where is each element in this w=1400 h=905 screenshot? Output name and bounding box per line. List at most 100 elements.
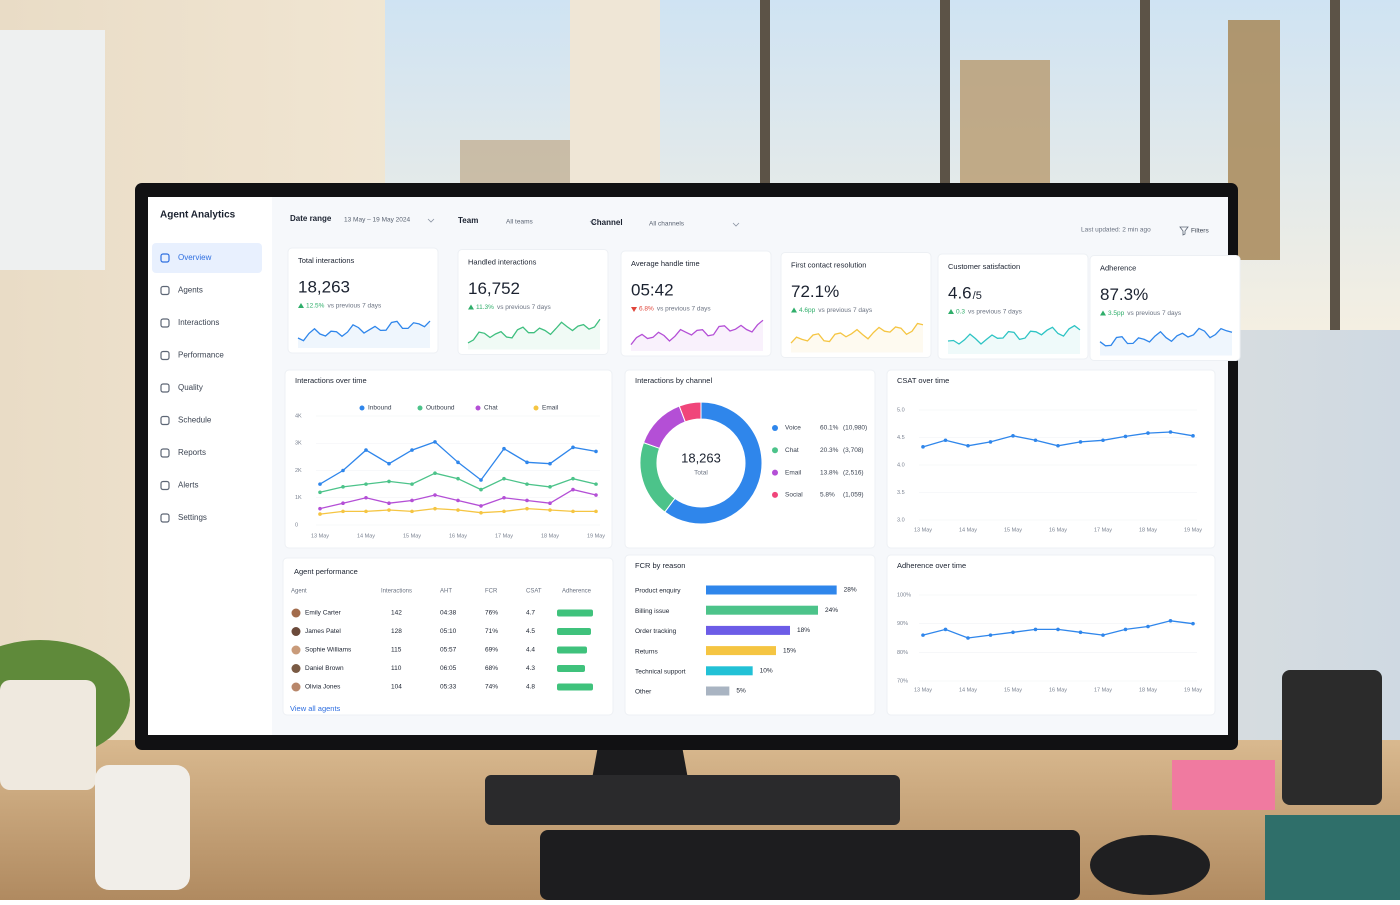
dropdown-caret [732, 222, 740, 227]
y-tick-label: 4.0 [897, 462, 905, 468]
kpi-label: Total interactions [298, 256, 355, 265]
point [410, 482, 414, 486]
point [1168, 430, 1173, 434]
point [1146, 431, 1150, 435]
nav-icon [160, 480, 170, 491]
sparkline-area [948, 325, 1080, 354]
legend-swatch [417, 405, 423, 411]
legend-swatch [475, 405, 481, 411]
x-tick-label: 19 May [1184, 687, 1202, 693]
nav-item[interactable]: Reports [178, 448, 206, 457]
mouse [1090, 835, 1210, 895]
table-cell: James Patel [305, 628, 341, 635]
whiteboard [0, 30, 105, 270]
point [364, 448, 368, 452]
avatar [291, 627, 301, 636]
table-header: Interactions [381, 589, 412, 595]
notebook [1265, 815, 1400, 900]
nav-item[interactable]: Agents [178, 286, 203, 295]
nav-item[interactable]: Alerts [178, 481, 198, 490]
point [594, 482, 598, 486]
point [1191, 434, 1195, 438]
kpi-label: First contact resolution [791, 260, 866, 269]
nav-item[interactable]: Quality [178, 383, 203, 392]
category-label: Returns [635, 648, 659, 655]
filter-value[interactable]: 13 May – 19 May 2024 [344, 217, 411, 224]
value-label: 18% [797, 627, 810, 634]
nav-item[interactable]: Interactions [178, 318, 219, 327]
point [410, 448, 414, 452]
table-cell: 110 [391, 665, 402, 672]
category-label: Technical support [635, 669, 686, 676]
point [1011, 630, 1015, 635]
y-tick-label: 3.5 [897, 490, 905, 496]
panel [457, 249, 609, 355]
sticky-notes [1172, 760, 1275, 810]
x-tick-label: 16 May [449, 533, 467, 539]
table-cell: 142 [391, 610, 402, 617]
filters-button[interactable]: Filters [1191, 228, 1209, 235]
x-tick-label: 16 May [1049, 687, 1067, 693]
sparkline-area [631, 320, 763, 351]
legend-swatch [772, 425, 778, 431]
chart-title: Interactions over time [295, 376, 367, 385]
kpi-label: Handled interactions [468, 257, 537, 266]
point [1101, 438, 1105, 443]
bar [706, 666, 753, 676]
legend-label: Chat [785, 447, 799, 454]
x-tick-label: 15 May [1004, 527, 1022, 533]
filter-value[interactable]: All teams [506, 219, 533, 226]
legend-swatch [772, 491, 778, 498]
bar [706, 646, 776, 656]
kpi-delta: 11.3% [476, 304, 494, 311]
avatar [291, 682, 301, 692]
point [594, 493, 598, 497]
point [410, 498, 414, 503]
table-cell: 115 [391, 647, 402, 654]
table-cell: 06:05 [440, 665, 457, 672]
nav-item[interactable]: Settings [178, 513, 207, 522]
legend-swatch [359, 405, 365, 411]
point [387, 508, 391, 512]
adherence-bar [557, 683, 593, 691]
point [966, 443, 970, 448]
y-tick-label: 3.0 [897, 517, 905, 523]
category-label: Billing issue [635, 608, 670, 615]
filter-value[interactable]: All channels [649, 221, 685, 228]
nav-item[interactable]: Overview [178, 253, 212, 262]
point [921, 445, 925, 449]
point [1191, 621, 1195, 626]
nav-item[interactable]: Schedule [178, 416, 212, 425]
value-label: 10% [760, 668, 773, 675]
table-cell: 104 [391, 684, 402, 691]
point [341, 485, 345, 489]
legend-label: Voice [785, 425, 801, 432]
point [433, 493, 437, 497]
nav-active [152, 243, 262, 273]
kpi-label: Adherence [1100, 263, 1136, 272]
chart-title: Interactions by channel [635, 376, 712, 385]
nav-icon [160, 285, 170, 296]
percent-label: 60.1% [820, 425, 839, 432]
nav-icon [160, 415, 170, 426]
point [966, 636, 970, 640]
nav-item[interactable]: Performance [178, 351, 224, 360]
point [594, 449, 598, 454]
table-cell: 4.4 [526, 647, 535, 654]
value-label: 28% [844, 587, 857, 594]
point [502, 446, 506, 451]
nav-icon [160, 513, 170, 523]
point [456, 476, 460, 481]
panel [1089, 255, 1241, 361]
table-header: AHT [440, 589, 452, 595]
app-title: Agent Analytics [160, 210, 236, 221]
value-label: (1,059) [843, 492, 864, 499]
x-tick-label: 13 May [914, 687, 932, 693]
kpi-note: vs previous 7 days [1127, 310, 1182, 317]
point [456, 498, 460, 503]
view-all-link[interactable]: View all agents [290, 704, 341, 713]
dropdown-caret [427, 218, 435, 223]
monitor-stand [485, 775, 900, 825]
point [479, 504, 483, 508]
